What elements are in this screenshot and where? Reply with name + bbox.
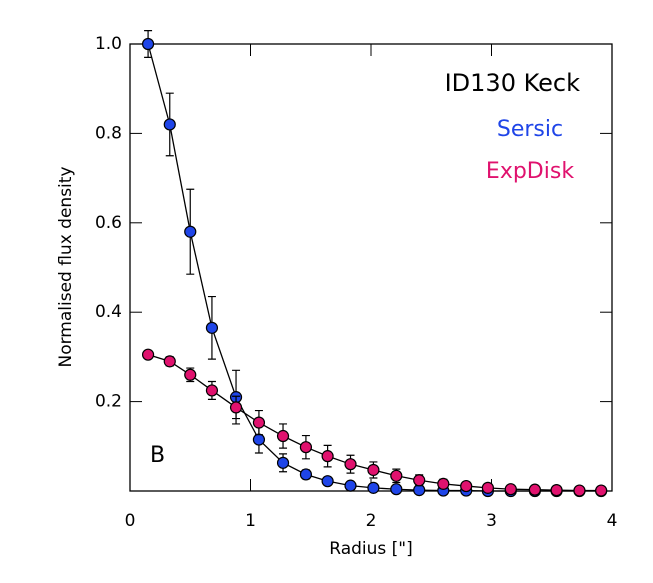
y-tick-label: 0.6 bbox=[95, 213, 122, 233]
y-tick-label: 0.8 bbox=[95, 123, 122, 143]
x-tick-label: 4 bbox=[607, 511, 618, 531]
y-tick-label: 0.2 bbox=[95, 392, 122, 412]
data-point bbox=[252, 416, 266, 429]
y-axis-label: Normalised flux density bbox=[56, 166, 76, 367]
data-point bbox=[205, 321, 219, 334]
data-point bbox=[299, 468, 313, 481]
data-point bbox=[276, 429, 290, 443]
plot-frame bbox=[129, 43, 613, 492]
data-point bbox=[276, 456, 290, 469]
data-point bbox=[413, 474, 426, 487]
annotation: ID130 Keck bbox=[445, 69, 581, 97]
data-point bbox=[460, 479, 473, 493]
data-point bbox=[437, 477, 450, 490]
data-point bbox=[163, 118, 176, 131]
data-point bbox=[141, 37, 155, 51]
x-tick-label: 3 bbox=[486, 511, 497, 531]
data-point bbox=[390, 483, 403, 496]
data-point bbox=[344, 479, 357, 492]
y-tick-label: 1.0 bbox=[95, 34, 122, 54]
data-point bbox=[344, 458, 357, 471]
data-point bbox=[299, 441, 313, 454]
data-point bbox=[229, 401, 243, 414]
data-point bbox=[528, 483, 541, 496]
data-point bbox=[184, 368, 197, 381]
data-point bbox=[573, 484, 586, 497]
data-point bbox=[390, 469, 403, 482]
legend-entry: ExpDisk bbox=[486, 159, 574, 184]
x-tick-label: 2 bbox=[366, 511, 377, 531]
data-point bbox=[321, 475, 334, 488]
data-point bbox=[367, 463, 380, 477]
data-point bbox=[481, 481, 494, 494]
data-point bbox=[595, 484, 608, 497]
data-point bbox=[504, 483, 517, 496]
data-point bbox=[184, 225, 197, 238]
data-point bbox=[321, 450, 334, 463]
x-tick-label: 0 bbox=[125, 511, 136, 531]
data-point bbox=[252, 433, 266, 446]
data-point bbox=[163, 355, 176, 368]
annotation: B bbox=[150, 443, 165, 468]
x-tick-label: 1 bbox=[245, 511, 256, 531]
data-point bbox=[141, 348, 155, 361]
series-line bbox=[147, 43, 602, 492]
data-point bbox=[205, 384, 219, 397]
data-point bbox=[550, 484, 563, 497]
y-tick-label: 0.4 bbox=[95, 302, 122, 322]
data-point bbox=[367, 481, 380, 494]
legend-entry: Sersic bbox=[497, 117, 563, 142]
x-axis-label: Radius ["] bbox=[329, 539, 413, 559]
